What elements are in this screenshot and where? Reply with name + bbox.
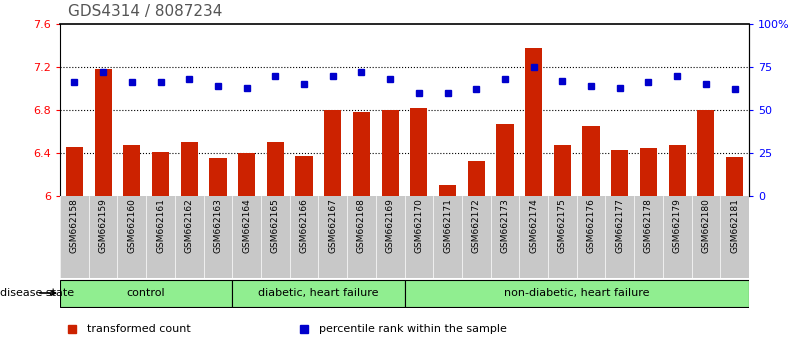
Text: GSM662163: GSM662163 <box>213 199 223 253</box>
Bar <box>209 158 227 196</box>
Bar <box>726 157 743 196</box>
Text: GSM662181: GSM662181 <box>730 199 739 253</box>
Bar <box>180 142 198 196</box>
Bar <box>381 110 399 196</box>
Text: GSM662166: GSM662166 <box>300 199 308 253</box>
Text: GSM662169: GSM662169 <box>385 199 395 253</box>
Bar <box>611 150 628 196</box>
Bar <box>525 48 542 196</box>
FancyBboxPatch shape <box>232 280 405 307</box>
Bar <box>324 110 341 196</box>
Bar <box>152 152 169 196</box>
Text: percentile rank within the sample: percentile rank within the sample <box>319 324 507 334</box>
Text: GSM662179: GSM662179 <box>673 199 682 253</box>
Text: GSM662162: GSM662162 <box>185 199 194 253</box>
Bar <box>95 69 111 196</box>
Text: GSM662160: GSM662160 <box>127 199 136 253</box>
Text: GSM662173: GSM662173 <box>501 199 509 253</box>
Text: GSM662159: GSM662159 <box>99 199 107 253</box>
Text: GSM662175: GSM662175 <box>557 199 567 253</box>
Bar <box>669 145 686 196</box>
Text: GSM662167: GSM662167 <box>328 199 337 253</box>
Bar <box>238 153 256 196</box>
Bar <box>553 145 571 196</box>
Text: GDS4314 / 8087234: GDS4314 / 8087234 <box>68 4 223 19</box>
Text: GSM662172: GSM662172 <box>472 199 481 253</box>
Bar <box>697 110 714 196</box>
Text: GSM662164: GSM662164 <box>242 199 252 253</box>
Text: diabetic, heart failure: diabetic, heart failure <box>258 288 379 298</box>
Text: GSM662174: GSM662174 <box>529 199 538 253</box>
Text: GSM662171: GSM662171 <box>443 199 452 253</box>
Bar <box>267 142 284 196</box>
Text: transformed count: transformed count <box>87 324 191 334</box>
Bar <box>468 160 485 196</box>
Bar <box>66 147 83 196</box>
Text: disease state: disease state <box>0 288 74 298</box>
Text: GSM662161: GSM662161 <box>156 199 165 253</box>
Bar <box>640 148 657 196</box>
Text: GSM662165: GSM662165 <box>271 199 280 253</box>
FancyBboxPatch shape <box>60 280 232 307</box>
Text: GSM662170: GSM662170 <box>414 199 424 253</box>
Text: control: control <box>127 288 166 298</box>
Text: GSM662180: GSM662180 <box>702 199 710 253</box>
Text: GSM662178: GSM662178 <box>644 199 653 253</box>
Bar <box>410 108 428 196</box>
Text: GSM662176: GSM662176 <box>586 199 596 253</box>
Text: GSM662177: GSM662177 <box>615 199 624 253</box>
Bar <box>582 126 600 196</box>
Bar <box>123 145 140 196</box>
Bar <box>296 156 312 196</box>
Text: GSM662158: GSM662158 <box>70 199 79 253</box>
Text: non-diabetic, heart failure: non-diabetic, heart failure <box>504 288 650 298</box>
Bar <box>439 185 456 196</box>
Bar <box>352 112 370 196</box>
Text: GSM662168: GSM662168 <box>357 199 366 253</box>
Bar <box>497 124 513 196</box>
FancyBboxPatch shape <box>405 280 749 307</box>
